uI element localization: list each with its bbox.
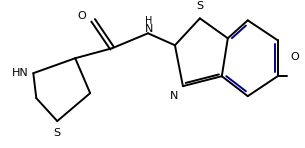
Text: N: N xyxy=(170,91,178,101)
Text: HN: HN xyxy=(12,68,29,78)
Text: S: S xyxy=(54,128,61,138)
Text: O: O xyxy=(291,52,300,62)
Text: S: S xyxy=(196,1,203,11)
Text: N: N xyxy=(145,24,153,34)
Text: O: O xyxy=(78,11,87,21)
Text: H: H xyxy=(145,16,153,26)
